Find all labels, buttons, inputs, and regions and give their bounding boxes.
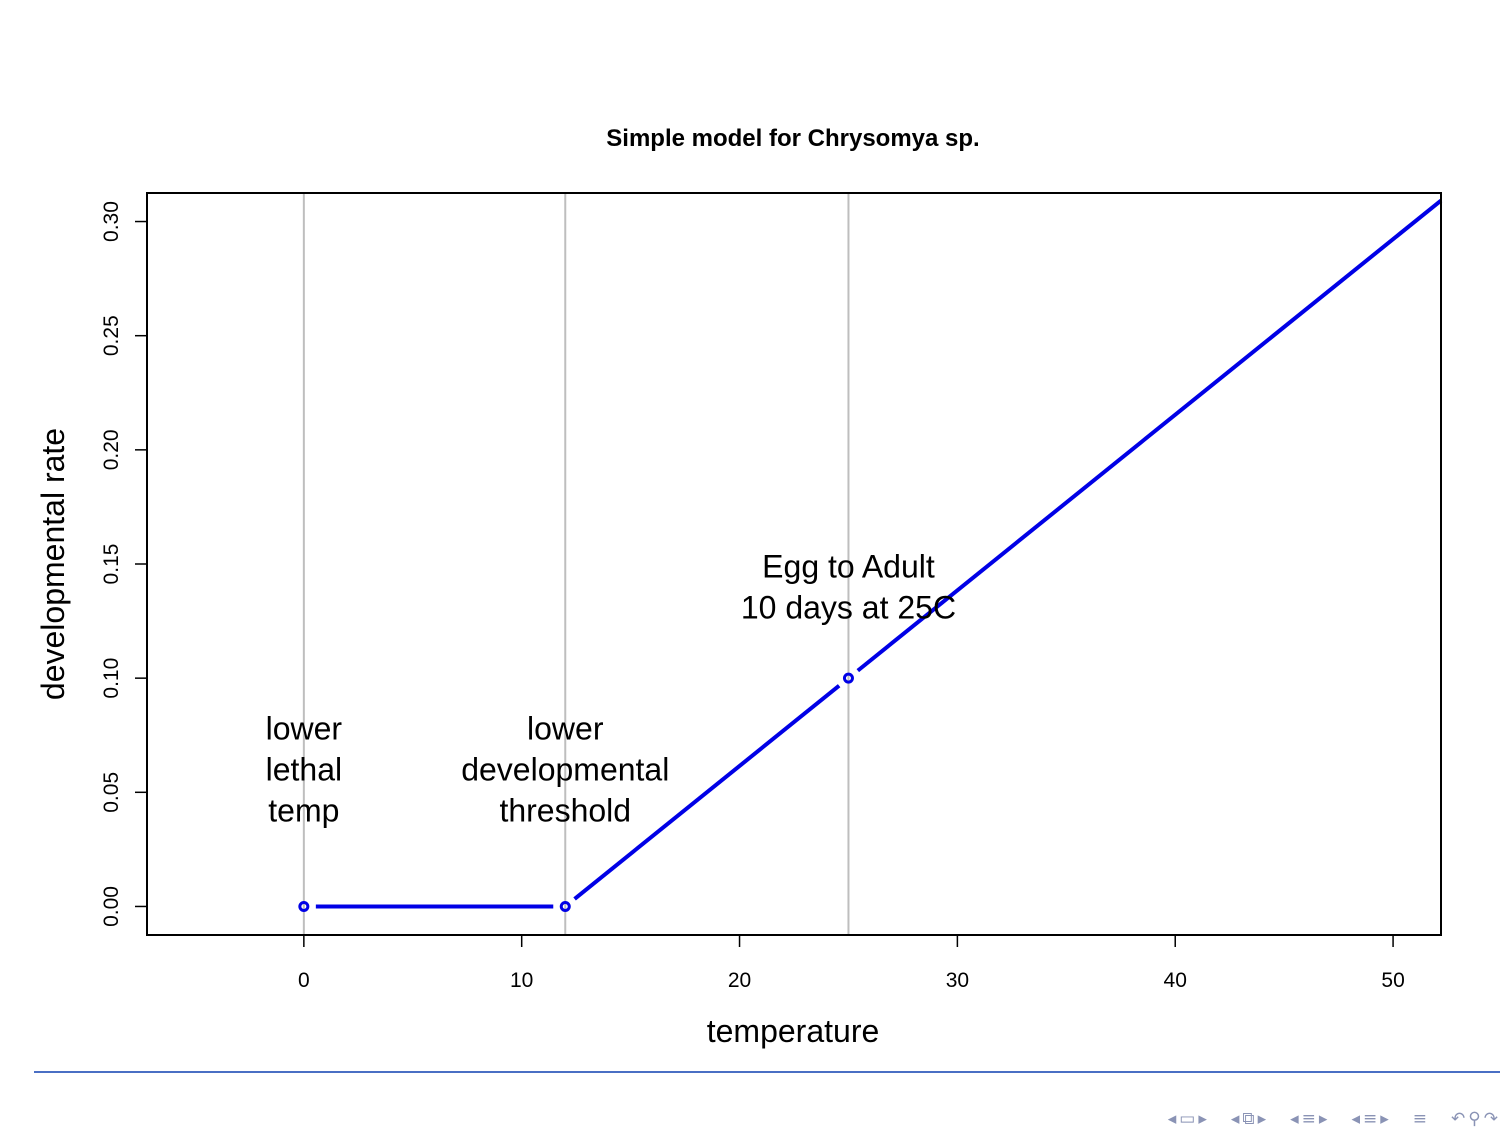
- annotation-line: lower: [266, 710, 343, 746]
- back-icon[interactable]: ↶: [1451, 1108, 1466, 1129]
- annotation-line: developmental: [461, 751, 669, 787]
- y-tick-label: 0.25: [100, 315, 123, 356]
- footer-rule: [34, 1071, 1500, 1073]
- align-icon[interactable]: ≡: [1412, 1108, 1428, 1129]
- arrow-left-icon[interactable]: ◂: [1351, 1108, 1360, 1129]
- frame-nav: ◂ ▭ ▸: [1167, 1108, 1207, 1129]
- y-tick-label: 0.30: [100, 201, 123, 242]
- annotation-line: lower: [527, 710, 604, 746]
- y-tick-label: 0.05: [100, 772, 123, 813]
- section-icon[interactable]: ≡: [1301, 1108, 1316, 1129]
- annotations: lower lethal temp lower developmental thresho…: [266, 548, 956, 828]
- x-tick-label: 20: [728, 969, 751, 992]
- reference-lines: [302, 193, 850, 935]
- chart-title: Simple model for Chrysomya sp.: [606, 125, 979, 152]
- x-tick-label: 50: [1381, 969, 1404, 992]
- x-tick-label: 40: [1164, 969, 1187, 992]
- annotation-line: 10 days at 25C: [741, 589, 956, 625]
- arrow-right-icon[interactable]: ▸: [1380, 1108, 1389, 1129]
- series-layer: [298, 198, 1443, 912]
- beamer-navigation: ◂ ▭ ▸ ◂ ⧉ ▸ ◂ ≡ ▸ ◂ ≡ ▸ ≡ ↶ ⚲ ↷: [1150, 1106, 1498, 1132]
- y-axis: 0.00 0.05 0.10 0.15 0.20 0.25 0.30: [100, 201, 147, 927]
- x-tick-label: 30: [946, 969, 969, 992]
- align-nav: ≡: [1412, 1108, 1428, 1129]
- series-line-segment: [856, 198, 1443, 673]
- x-axis: 0 10 20 30 40 50: [298, 934, 1405, 992]
- annotation-line: lethal: [266, 751, 343, 787]
- x-tick-label: 10: [510, 969, 533, 992]
- arrow-right-icon[interactable]: ▸: [1318, 1108, 1328, 1129]
- annotation-line: threshold: [499, 792, 631, 828]
- arrow-right-icon[interactable]: ▸: [1198, 1108, 1207, 1129]
- y-tick-label: 0.20: [100, 429, 123, 470]
- arrow-right-icon[interactable]: ▸: [1257, 1108, 1267, 1129]
- y-tick-label: 0.15: [100, 544, 123, 585]
- x-axis-label: temperature: [707, 1013, 880, 1049]
- data-point: [298, 900, 310, 912]
- frames-stack-icon[interactable]: ⧉: [1242, 1108, 1255, 1129]
- subsection-nav: ◂ ⧉ ▸: [1230, 1108, 1267, 1129]
- arrow-left-icon[interactable]: ◂: [1230, 1108, 1240, 1129]
- annotation-line: temp: [268, 792, 339, 828]
- search-icon[interactable]: ⚲: [1468, 1108, 1481, 1129]
- section-nav: ◂ ≡ ▸: [1290, 1108, 1328, 1129]
- data-point: [842, 672, 854, 684]
- x-tick-label: 0: [298, 969, 310, 992]
- section-icon[interactable]: ≡: [1363, 1108, 1378, 1129]
- forward-icon[interactable]: ↷: [1483, 1108, 1498, 1129]
- arrow-left-icon[interactable]: ◂: [1167, 1108, 1177, 1129]
- data-point: [559, 900, 571, 912]
- annotation-line: Egg to Adult: [762, 548, 935, 584]
- subsection2-nav: ◂ ≡ ▸: [1351, 1108, 1389, 1129]
- arrow-left-icon[interactable]: ◂: [1290, 1108, 1299, 1129]
- y-axis-label: developmental rate: [35, 428, 71, 700]
- series-line-segment: [573, 684, 841, 901]
- search-nav: ↶ ⚲ ↷: [1451, 1108, 1498, 1129]
- y-tick-label: 0.00: [100, 886, 123, 927]
- frame-icon[interactable]: ▭: [1179, 1108, 1196, 1129]
- y-tick-label: 0.10: [100, 658, 123, 699]
